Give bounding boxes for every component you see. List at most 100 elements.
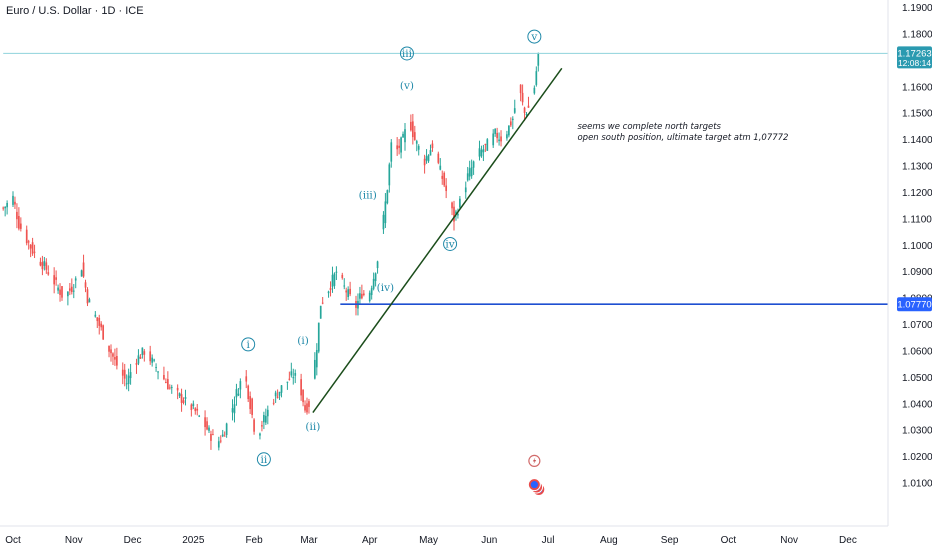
candle-body [259,433,261,436]
candle-body [390,142,393,162]
candle-body [431,143,434,149]
candle-body [386,190,389,204]
candle-body [523,107,526,113]
candle-body [121,369,124,376]
x-tick-label: Mar [300,535,318,546]
candle-body [335,271,338,273]
candle-body [237,393,240,396]
candle-body [253,419,255,432]
lightning-bolt [532,457,537,465]
candle-body [359,293,361,299]
candle-body [231,408,234,413]
y-tick-label: 1.10000 [902,241,932,252]
candle-body [361,293,363,299]
candle-body [410,121,412,131]
y-tick-label: 1.02000 [902,452,932,463]
candle-body [204,417,206,428]
candle-body [208,427,210,431]
candle-body [112,353,114,357]
candle-body [459,198,461,208]
candle-body [41,262,44,270]
candle-body [468,168,471,177]
candle-body [402,133,404,138]
wave-label-circle [527,29,542,44]
candle-body [263,415,265,423]
candle-body [349,288,351,295]
candle-body [14,201,16,205]
candle-body [139,356,142,359]
candle-body [261,425,263,427]
countdown-timer: 12:08:14 [898,58,931,68]
candle-body [123,369,126,379]
candle-body [192,403,195,407]
candle-body [457,213,459,216]
candle-body [102,325,105,340]
y-tick-label: 1.14000 [902,135,932,146]
candle-body [466,173,469,181]
candle-body [110,349,112,354]
candle-body [68,288,71,291]
candle-body [2,207,5,209]
candle-body [61,286,63,298]
candle-body [482,149,485,153]
candle-body [506,134,508,139]
candle-body [39,261,42,266]
y-tick-label: 1.19000 [902,3,932,14]
candle-body [272,402,275,404]
candle-body [274,392,277,397]
candle-body [513,108,516,113]
candle-body [190,404,193,410]
candle-body [415,141,418,144]
candle-body [98,317,101,326]
candle-body [404,129,406,143]
candle-body [413,132,416,140]
candle-body [537,53,540,66]
candle-body [155,367,157,369]
candle-body [27,241,30,243]
candle-body [247,385,250,400]
candle-body [345,290,348,293]
candle-body [194,408,197,412]
candle-body [137,355,140,364]
candle-body [96,317,99,322]
wave-label: ii [261,454,268,466]
candle-body [82,262,85,277]
candle-body [166,379,169,390]
wave-label-circle [443,236,458,251]
candle-body [484,143,487,145]
candle-body [294,373,297,376]
candle-body [455,211,457,214]
y-tick-label: 1.11000 [902,214,932,225]
candle-body [321,302,324,304]
y-tick-label: 1.15000 [902,109,932,120]
candle-body [423,158,426,166]
wave-label: (iv) [377,282,394,294]
wave-label: iii [402,48,413,60]
candle-body [80,270,83,277]
candle-body [235,389,238,398]
y-tick-label: 1.09000 [902,267,932,278]
candle-body [212,434,214,436]
candle-body [317,322,320,352]
candle-body [249,396,252,410]
candle-body [143,351,146,355]
candle-body [290,371,293,376]
candle-body [374,273,377,282]
flag-event-center [530,481,538,489]
candle-body [176,387,179,391]
last-price-tag [897,46,932,69]
candle-body [370,288,373,296]
candle-body [400,137,402,153]
candle-body [141,347,144,356]
candle-body [478,148,481,157]
x-tick-label: Aug [600,535,618,546]
candle-body [480,149,483,157]
x-tick-label: Sep [661,535,679,546]
y-tick-label: 1.18000 [902,29,932,40]
candle-body [306,403,308,413]
y-tick-label: 1.06000 [902,346,932,357]
candle-body [445,185,448,192]
candle-body [70,286,73,293]
